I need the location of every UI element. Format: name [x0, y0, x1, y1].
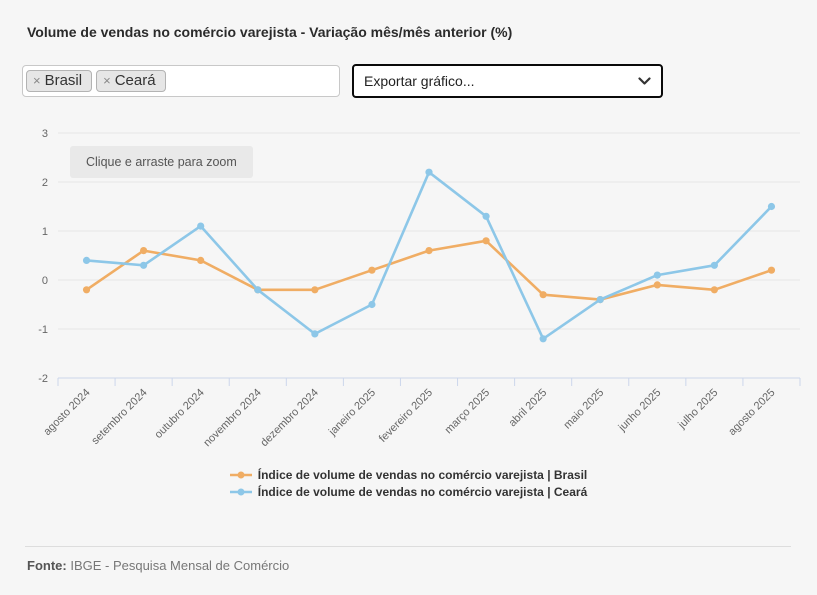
- data-point[interactable]: [596, 296, 604, 304]
- source-note: Fonte: IBGE - Pesquisa Mensal de Comérci…: [27, 558, 289, 573]
- page-title: Volume de vendas no comércio varejista -…: [27, 24, 513, 40]
- data-point[interactable]: [767, 202, 776, 211]
- data-point[interactable]: [311, 330, 319, 338]
- y-tick-label: -2: [38, 373, 48, 385]
- source-text: IBGE - Pesquisa Mensal de Comércio: [66, 558, 290, 573]
- y-tick-label: 1: [42, 226, 48, 238]
- data-point[interactable]: [82, 286, 91, 294]
- x-tick-label: março 2025: [443, 387, 493, 437]
- data-point[interactable]: [425, 168, 433, 176]
- y-axis: -2 -1 0 1 2 3: [38, 128, 800, 385]
- data-point[interactable]: [710, 261, 718, 269]
- filter-tag-label: Brasil: [44, 72, 83, 89]
- y-tick-label: 2: [42, 177, 48, 189]
- x-tick-label: setembro 2024: [89, 387, 149, 447]
- legend-label: Índice de volume de vendas no comércio v…: [257, 468, 588, 482]
- x-tick-label: novembro 2024: [201, 387, 264, 450]
- remove-tag-icon[interactable]: ×: [33, 73, 41, 88]
- data-point[interactable]: [197, 222, 205, 230]
- data-point[interactable]: [425, 247, 433, 255]
- data-point[interactable]: [197, 256, 205, 264]
- x-tick-label: agosto 2025: [726, 387, 777, 438]
- y-tick-label: -1: [38, 324, 48, 336]
- zoom-hint-label: Clique e arraste para zoom: [70, 146, 253, 178]
- data-point[interactable]: [653, 281, 661, 289]
- series-ceara[interactable]: [82, 168, 776, 343]
- filter-tag-ceara: × Ceará: [96, 70, 166, 92]
- y-tick-label: 3: [42, 128, 48, 140]
- series-line-ceara[interactable]: [85, 170, 773, 341]
- x-tick-label: agosto 2024: [41, 387, 92, 438]
- data-point[interactable]: [539, 291, 547, 299]
- data-point[interactable]: [140, 261, 148, 269]
- data-point[interactable]: [254, 286, 262, 294]
- x-tick-label: dezembro 2024: [258, 387, 321, 450]
- x-tick-label: abril 2025: [507, 387, 550, 430]
- filter-tag-label: Ceará: [114, 72, 156, 89]
- data-point[interactable]: [653, 271, 661, 279]
- filter-tag-brasil: × Brasil: [26, 70, 93, 92]
- data-point[interactable]: [140, 247, 148, 255]
- data-point[interactable]: [311, 286, 319, 294]
- region-multiselect-input[interactable]: × Brasil × Ceará: [22, 65, 340, 97]
- data-point[interactable]: [368, 300, 376, 309]
- data-point[interactable]: [368, 266, 376, 274]
- export-chart-select[interactable]: Exportar gráfico...: [352, 64, 663, 98]
- remove-tag-icon[interactable]: ×: [103, 73, 111, 88]
- data-point[interactable]: [482, 237, 490, 245]
- x-tick-label: junho 2025: [616, 387, 664, 435]
- y-tick-label: 0: [42, 275, 48, 287]
- legend-marker-icon: [229, 471, 252, 479]
- data-point[interactable]: [82, 256, 91, 264]
- x-tick-label: outubro 2024: [152, 387, 206, 441]
- data-point[interactable]: [539, 335, 547, 343]
- chart-legend: Índice de volume de vendas no comércio v…: [0, 468, 817, 499]
- data-point[interactable]: [710, 286, 718, 294]
- x-tick-label: maio 2025: [562, 387, 607, 432]
- legend-item-ceara[interactable]: Índice de volume de vendas no comércio v…: [229, 485, 588, 499]
- legend-item-brasil[interactable]: Índice de volume de vendas no comércio v…: [229, 468, 588, 482]
- x-tick-label: janeiro 2025: [326, 387, 378, 439]
- series-brasil[interactable]: [82, 237, 776, 304]
- export-select-value: Exportar gráfico...: [364, 73, 475, 89]
- chevron-down-icon: [638, 76, 651, 86]
- footer-divider: [25, 546, 791, 547]
- data-point[interactable]: [767, 266, 776, 274]
- source-label: Fonte:: [27, 558, 67, 573]
- legend-marker-icon: [229, 488, 252, 496]
- x-tick-label: julho 2025: [675, 387, 720, 432]
- legend-label: Índice de volume de vendas no comércio v…: [257, 485, 588, 499]
- x-tick-label: fevereiro 2025: [377, 387, 435, 445]
- data-point[interactable]: [482, 212, 490, 220]
